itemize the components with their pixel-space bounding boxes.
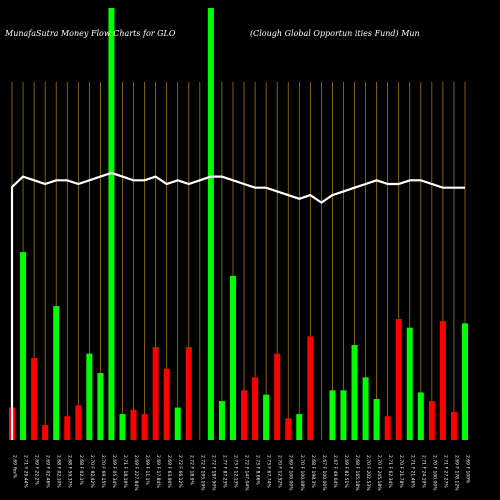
bar-down (450, 411, 457, 440)
bar-down (130, 409, 137, 440)
bar-down (274, 353, 281, 440)
bar-up (351, 344, 358, 440)
x-tick-label: 2.73 F 12.13% (232, 455, 238, 488)
x-tick-label: 2.77 F 87.23% (221, 455, 227, 488)
x-tick-label: 2.69 F 22.2% (34, 455, 40, 485)
x-tick-label: 2.71 Y 29.44% (23, 455, 29, 489)
tick-layer: 2.69 Yes% 2.71 Y 29.44% 2.69 F 22.2% 2.69 F… (12, 455, 471, 491)
x-tick-label: 2.72 F 187.90% (210, 455, 216, 491)
bar-down (439, 321, 446, 440)
bar-up (86, 353, 93, 440)
bar-up (20, 252, 27, 440)
price-line (10, 171, 465, 440)
chart-title-right: (Clough Global Opportun ities Fund) Mun (250, 29, 420, 38)
bar-down (428, 401, 435, 440)
bar-up (53, 306, 60, 440)
chart-title-left: MunafaSutra Money Flow Charts for GLO (4, 29, 176, 38)
bar-down (241, 390, 248, 440)
bar-down (285, 418, 292, 440)
bar-down (152, 347, 159, 440)
bar-up (296, 414, 303, 440)
bar-up (97, 373, 104, 440)
x-tick-label: 2.69 Yes% (12, 455, 18, 479)
bar-up (373, 398, 380, 440)
bar-down (307, 336, 314, 440)
x-tick-label: 2.70 F 21.78% (398, 455, 404, 488)
x-tick-label: 2.73 F 67.74% (266, 455, 272, 488)
bar-down (75, 405, 82, 440)
x-tick-label: 2.69 F 178.12% (453, 455, 459, 491)
bar-down (163, 368, 170, 440)
bar-up (174, 407, 181, 440)
x-tick-label: 2.67 F 100.00% (321, 455, 327, 491)
x-tick-label: 2.69 F 82.51% (343, 455, 349, 488)
x-tick-label: 2.71 F 27.27% (442, 455, 448, 488)
bar-down (64, 416, 71, 440)
bar-up (263, 394, 270, 440)
x-tick-label: 2.67 F 49.64% (332, 455, 338, 488)
x-tick-label: 2.72 F 18.9% (188, 455, 194, 485)
x-tick-label: 2.68 F 02.10% (56, 455, 62, 488)
bar-down (384, 416, 391, 440)
x-tick-label: 2.71 F 18.19% (122, 455, 128, 488)
x-tick-label: 2.70 F 245.18% (376, 455, 382, 491)
x-tick-label: 2.72 F 147.04% (244, 455, 250, 491)
x-tick-label: 2.69 F 05.34% (111, 455, 117, 488)
x-tick-label: 2.71 F 24.19% (420, 455, 426, 488)
bar-up (329, 390, 336, 440)
x-tick-label: 2.70 F 69.15% (100, 455, 106, 488)
bar-layer (9, 8, 468, 440)
x-tick-label: 2.69 F 02.46% (45, 455, 51, 488)
bar-up (229, 275, 236, 440)
x-tick-label: 2.71 F 62.34% (387, 455, 393, 488)
x-tick-label: 2.70 F 100.00% (431, 455, 437, 491)
x-tick-label: 2.69 F 100.00% (288, 455, 294, 491)
bar-up (417, 392, 424, 440)
bar-up (207, 8, 214, 440)
x-tick-label: 2.69 F 100% (465, 455, 471, 484)
bar-up (108, 8, 115, 440)
x-tick-label: 2.69 F 63.90% (166, 455, 172, 488)
x-tick-label: 2.68 F 02.1% (78, 455, 84, 485)
x-tick-label: 2.73 F 8.66% (255, 455, 261, 485)
x-tick-label: 2.69 F 227.84% (133, 455, 139, 491)
bar-down (395, 319, 402, 440)
bar-down (141, 414, 148, 440)
bar-up (362, 377, 369, 440)
bar-down (185, 347, 192, 440)
x-tick-label: 2.70 F 12.52% (277, 455, 283, 488)
x-tick-label: 2.68 F 165.18% (354, 455, 360, 491)
x-tick-label: 2.70 F 82.42% (89, 455, 95, 488)
x-tick-label: 2.68 F 198.3% (310, 455, 316, 488)
x-tick-label: 2.72 F 66.12% (177, 455, 183, 488)
bar-up (119, 414, 126, 440)
bar-up (218, 401, 225, 440)
bar-down (42, 424, 49, 440)
x-tick-label: 2.72 F 195.19% (199, 455, 205, 491)
bar-down (252, 377, 259, 440)
x-tick-label: 2.70 F 100.08% (299, 455, 305, 491)
x-tick-label: 2.70 F 202.53% (365, 455, 371, 491)
x-tick-label: 2.69 F 11.1% (144, 455, 150, 485)
bar-down (31, 357, 38, 440)
x-tick-label: 2.71 F 21.46% (409, 455, 415, 488)
x-tick-label: 2.68 F 59.37% (67, 455, 73, 488)
bar-up (340, 390, 347, 440)
bar-up (406, 327, 413, 440)
bar-up (462, 323, 468, 440)
line-layer (10, 171, 465, 440)
x-tick-label: 2.69 F 17.84% (155, 455, 161, 488)
